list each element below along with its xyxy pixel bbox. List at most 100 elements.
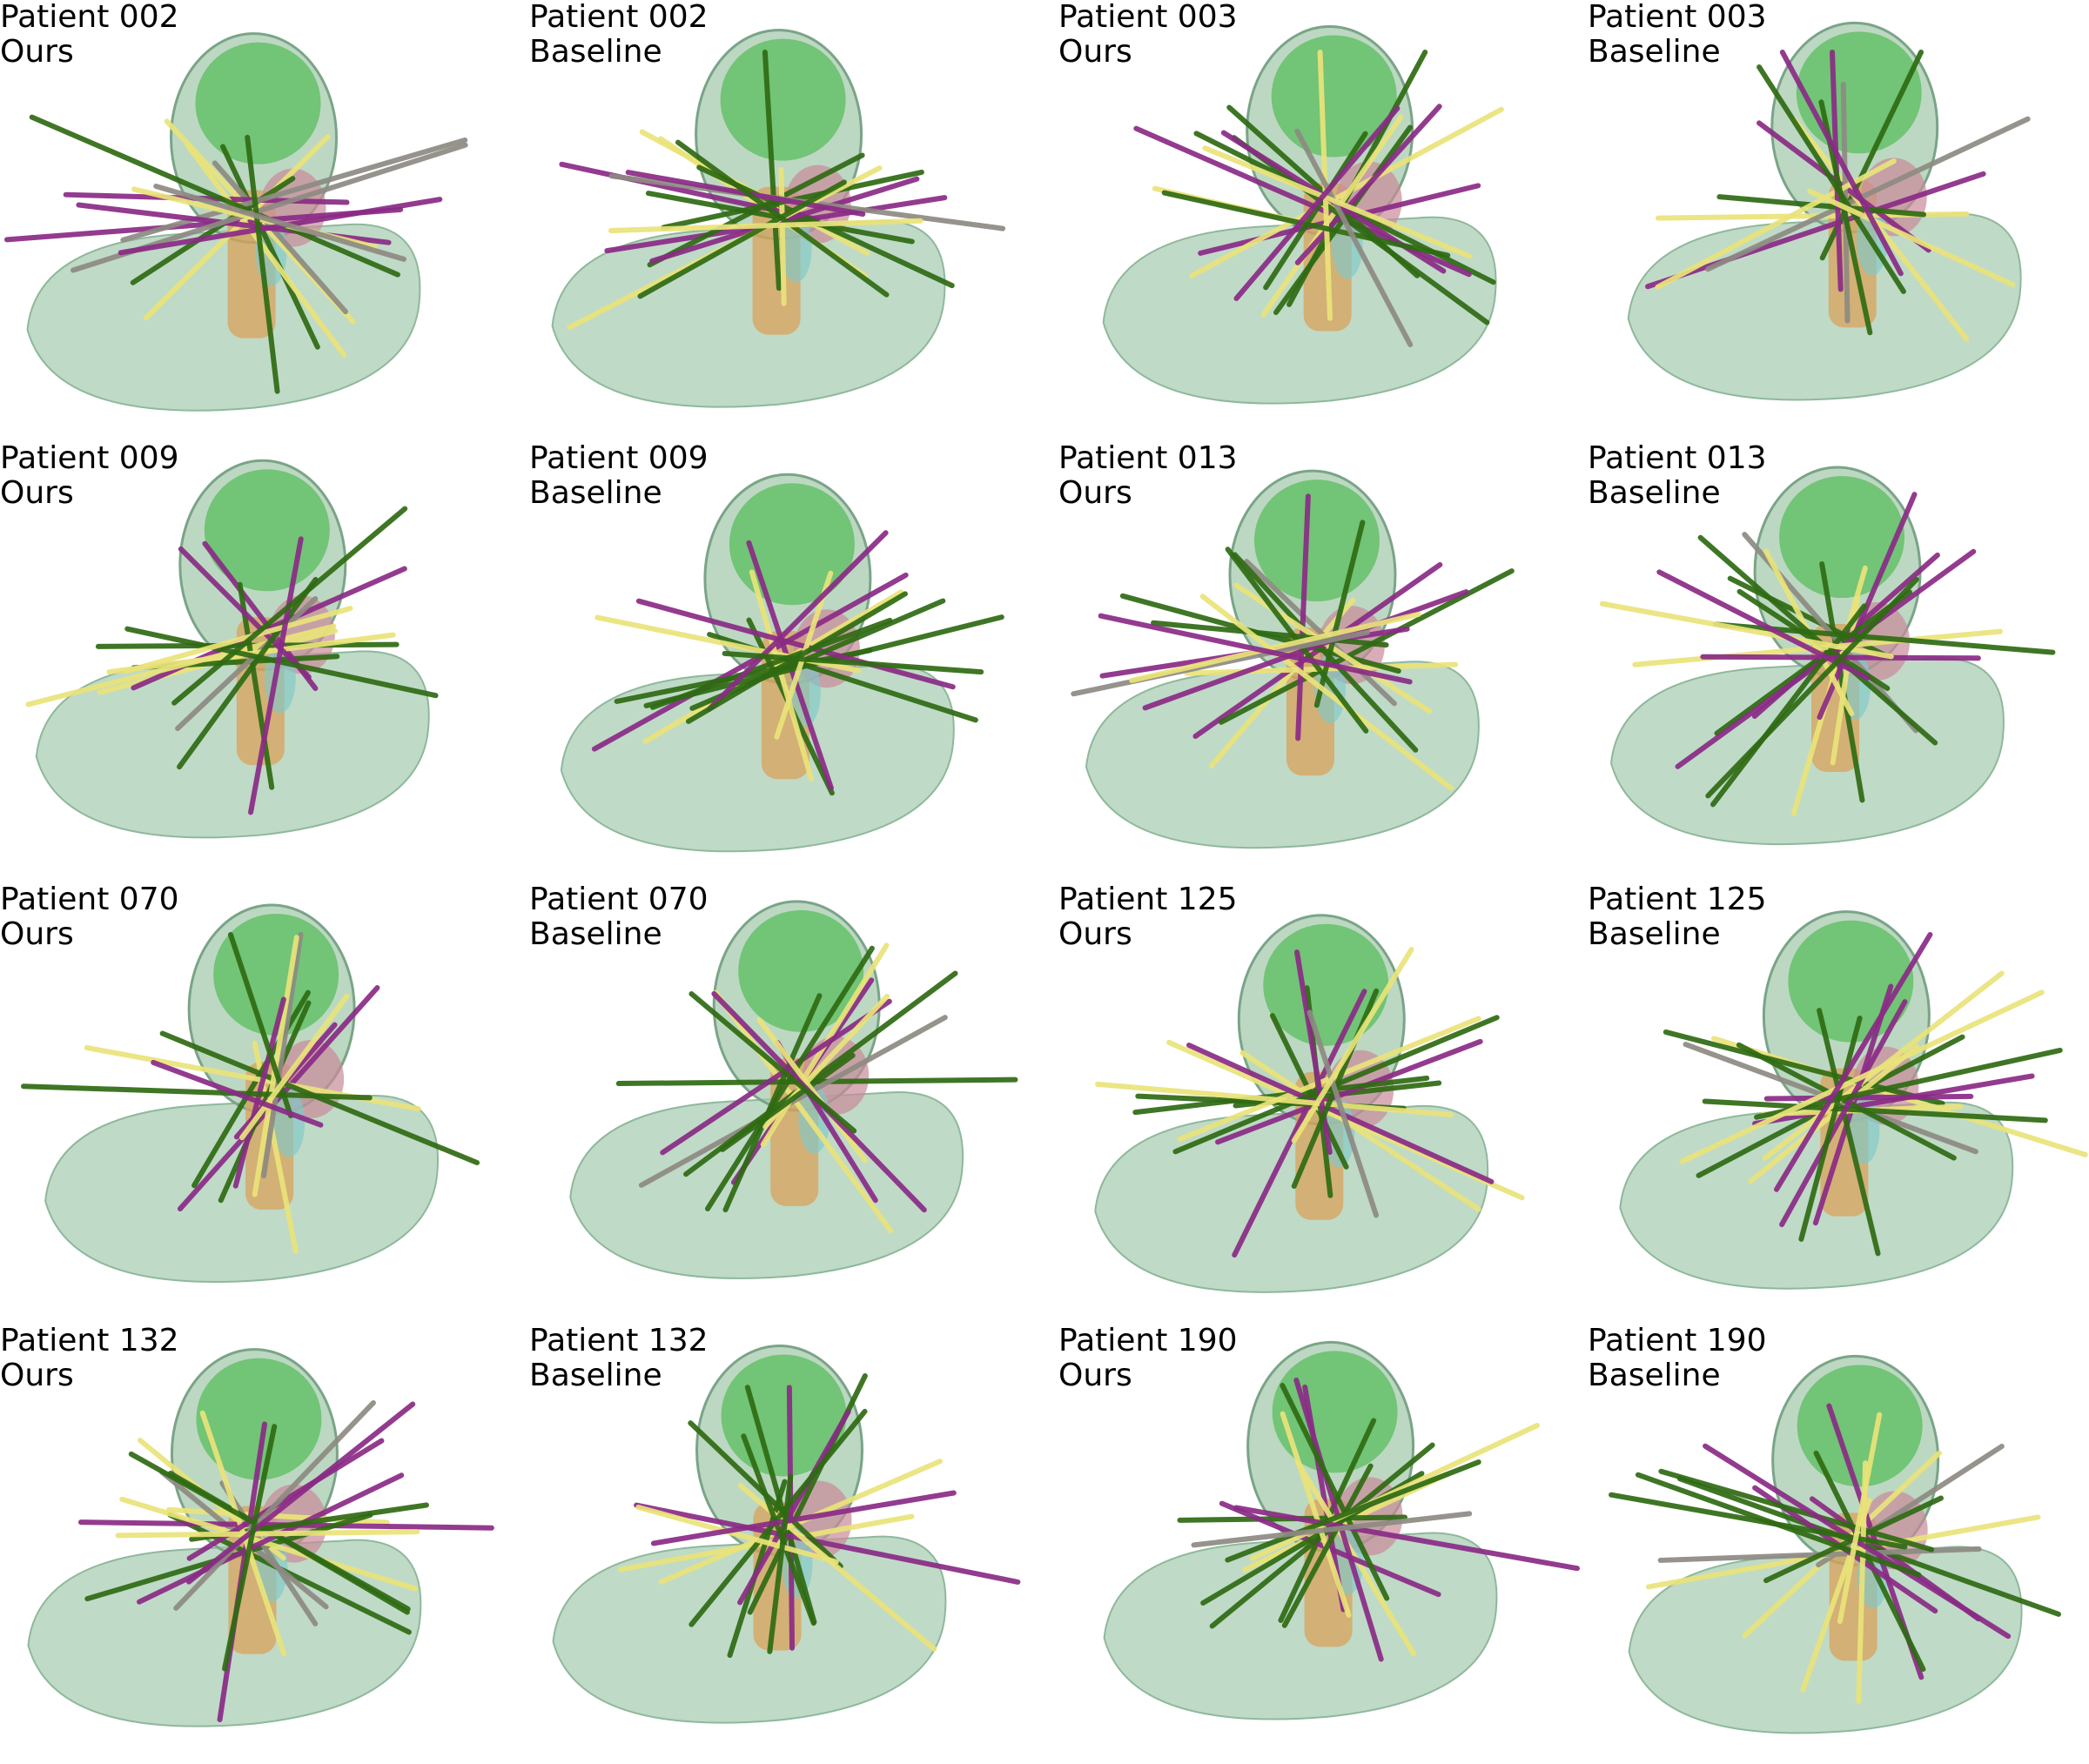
beam: [1294, 128, 1414, 347]
beam: [1263, 131, 1368, 291]
beam: [1798, 1015, 1863, 1242]
beam: [722, 650, 984, 675]
brain: [1271, 35, 1397, 158]
method-label: Ours: [0, 1358, 74, 1393]
method-label: Baseline: [1588, 916, 1721, 952]
beam: [1151, 620, 1389, 648]
beam: [1129, 611, 1421, 683]
patient-label: Patient 125: [1588, 882, 1767, 917]
beam: [1095, 1081, 1454, 1118]
patient-label: Patient 003: [1588, 0, 1767, 35]
panel-caption: Patient 013 Baseline: [1588, 441, 1767, 511]
patient-label: Patient 190: [1058, 1323, 1238, 1358]
patient-label: Patient 132: [529, 1323, 709, 1358]
anatomy-render: [1619, 910, 2088, 1290]
plan-panel: Patient 132 Ours: [0, 1324, 526, 1764]
torso-body: [26, 223, 421, 412]
beam: [649, 617, 893, 710]
panel-caption: Patient 125 Baseline: [1588, 882, 1767, 952]
anatomy-render: [1599, 466, 2056, 846]
method-label: Baseline: [529, 1358, 662, 1393]
patient-label: Patient 070: [529, 882, 709, 917]
panel-caption: Patient 190 Ours: [1058, 1324, 1238, 1393]
beam: [1218, 568, 1515, 725]
beam: [1294, 104, 1442, 265]
beam: [245, 134, 280, 394]
beam: [1098, 613, 1413, 685]
beam: [689, 598, 946, 711]
panel-caption: Patient 190 Baseline: [1588, 1324, 1767, 1393]
plan-panel: Patient 009 Baseline: [529, 441, 1055, 882]
plan-panel: Patient 132 Baseline: [529, 1324, 1055, 1764]
anatomy-render: [1094, 914, 1525, 1293]
method-label: Baseline: [529, 916, 662, 952]
beam: [212, 160, 348, 315]
brain: [196, 1358, 322, 1480]
patient-label: Patient 070: [0, 882, 179, 917]
beam: [178, 546, 312, 680]
organ: [780, 212, 812, 283]
beam: [184, 142, 347, 358]
panel-caption: Patient 009 Baseline: [529, 441, 709, 511]
plan-panel: Patient 003 Baseline: [1588, 0, 2089, 440]
brain: [1263, 923, 1389, 1046]
anatomy-render: [21, 903, 480, 1284]
beam: [658, 1459, 943, 1585]
method-label: Ours: [1058, 1358, 1132, 1393]
patient-label: Patient 003: [1058, 0, 1238, 35]
beam: [1779, 999, 1908, 1228]
beam: [1679, 989, 2045, 1164]
beam: [222, 1424, 278, 1672]
patient-label: Patient 013: [1058, 440, 1238, 476]
beam: [1232, 989, 1367, 1258]
method-label: Baseline: [1588, 475, 1721, 511]
beam: [1819, 561, 1865, 803]
beam: [762, 50, 782, 292]
plan-panel: Patient 125 Baseline: [1588, 882, 2089, 1323]
anatomy-render: [4, 32, 468, 412]
panel-caption: Patient 002 Baseline: [529, 0, 709, 70]
beam: [706, 530, 889, 713]
beam: [608, 218, 924, 233]
beam: [1817, 1008, 1881, 1257]
beam: [591, 572, 909, 752]
organ: [273, 1087, 306, 1157]
beam: [1656, 569, 1871, 681]
beam: [1233, 105, 1401, 301]
beam: [635, 1504, 839, 1565]
beam: [177, 576, 319, 770]
beam: [1233, 1505, 1580, 1572]
beam: [1658, 1468, 1935, 1553]
plan-panel: Patient 013 Baseline: [1588, 441, 2089, 882]
beam: [720, 1052, 856, 1152]
beam: [688, 991, 857, 1134]
beam: [737, 1409, 851, 1606]
patient-label: Patient 190: [1588, 1323, 1767, 1358]
beam: [119, 1496, 419, 1592]
beam: [1161, 190, 1451, 258]
panel-caption: Patient 132 Baseline: [529, 1324, 709, 1393]
beam: [1779, 50, 1904, 277]
panel-caption: Patient 132 Ours: [0, 1324, 179, 1393]
method-label: Baseline: [1588, 34, 1721, 70]
patient-label: Patient 125: [1058, 882, 1238, 917]
anatomy-render: [551, 29, 1006, 408]
method-label: Ours: [1058, 34, 1132, 70]
beam: [1291, 947, 1414, 1144]
brain: [195, 42, 321, 164]
beam: [1807, 188, 2016, 288]
beam: [1702, 1098, 2048, 1123]
beam: [1662, 1029, 1945, 1106]
beam: [1705, 116, 2031, 272]
beam: [124, 626, 439, 699]
beam: [115, 1529, 420, 1539]
beam: [118, 197, 443, 256]
patient-label: Patient 132: [0, 1323, 179, 1358]
patient-label: Patient 009: [529, 440, 709, 476]
anatomy-render: [25, 459, 439, 839]
beam: [1199, 594, 1454, 791]
torso-body: [1619, 1101, 2014, 1290]
beam: [137, 1472, 405, 1605]
method-label: Baseline: [1588, 1358, 1721, 1393]
